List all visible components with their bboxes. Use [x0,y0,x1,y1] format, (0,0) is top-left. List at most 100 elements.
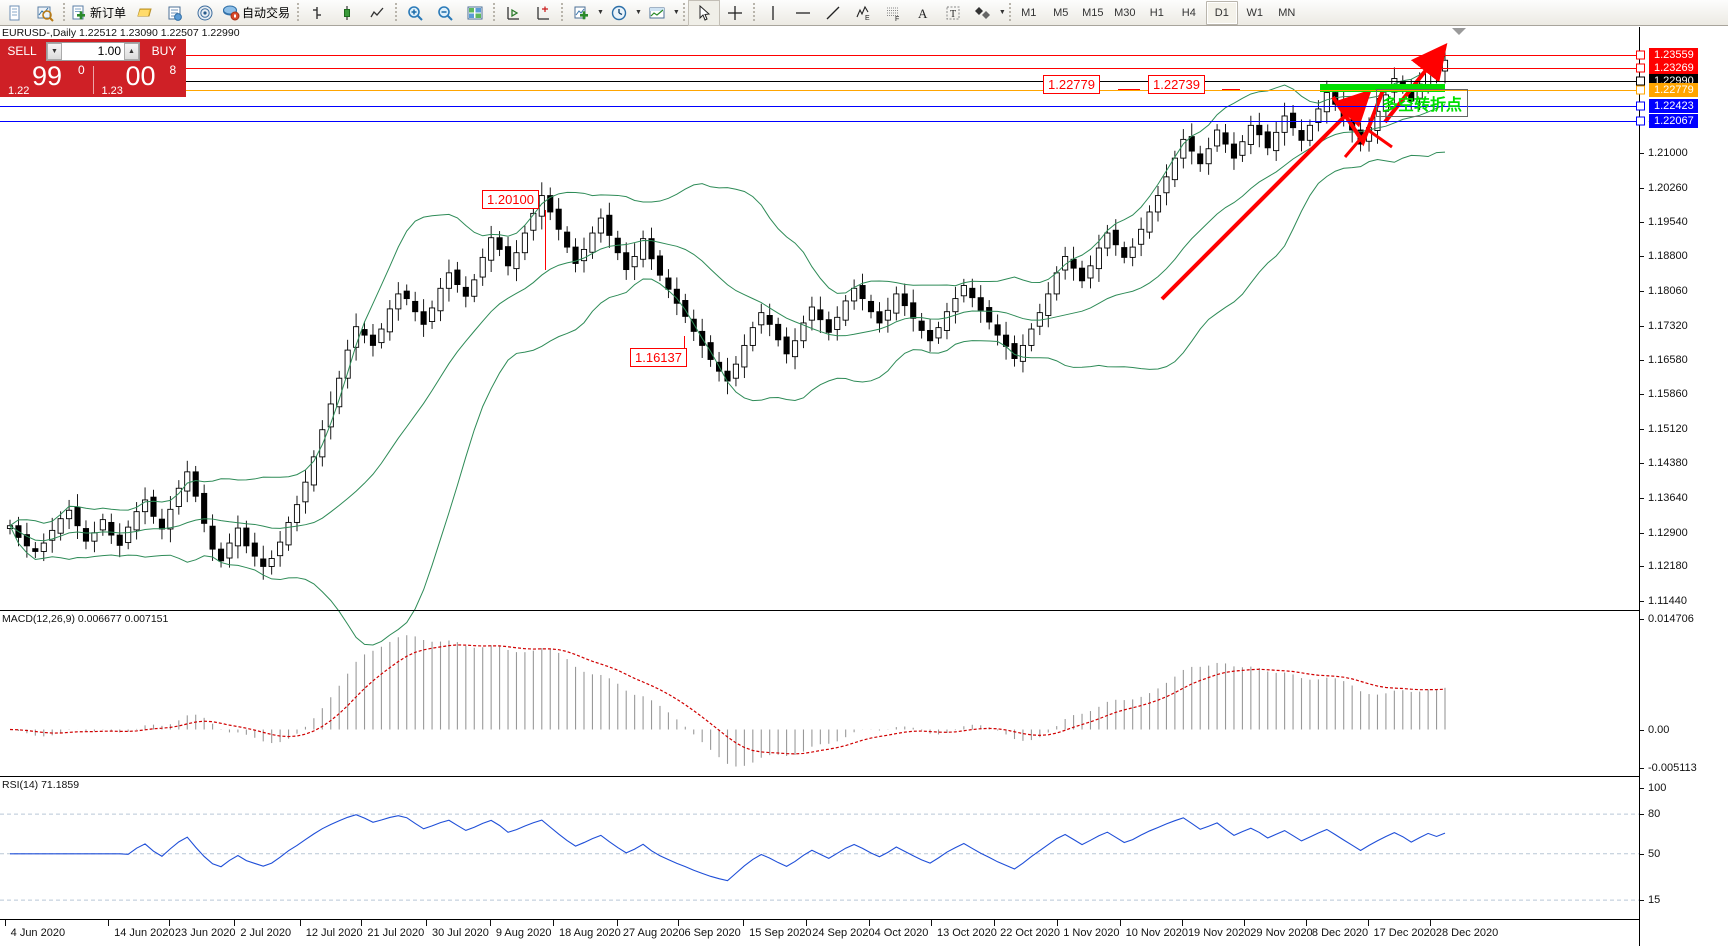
tile-windows-icon[interactable] [460,1,490,25]
folder-icon[interactable] [130,1,160,25]
timeframe-h4[interactable]: H4 [1181,6,1196,19]
timeframe-h1[interactable]: H1 [1149,6,1164,19]
svg-text:E: E [865,15,870,22]
rsi-canvas [0,813,1640,901]
cursor-arrow-icon[interactable] [687,0,720,26]
macd-pane[interactable]: MACD(12,26,9) 0.006677 0.007151 [0,610,1640,777]
sell-price[interactable]: 1.22 99 0 [0,61,93,97]
level-123269-line[interactable] [0,68,1640,69]
level-122990-handle[interactable] [1636,76,1645,86]
price-label-122779[interactable]: 1.22779 [1043,75,1100,94]
price-tick: 1.21000 [1640,147,1688,159]
horizontal-line-icon[interactable] [788,1,818,25]
level-122779-line[interactable] [0,90,1640,91]
auto-scroll-icon[interactable] [498,1,528,25]
chevron-down-icon[interactable]: ▼ [634,9,642,16]
template-icon[interactable] [642,1,672,25]
chart-search-icon[interactable] [30,1,60,25]
price-tick: 1.15120 [1640,423,1688,435]
zoom-in-icon[interactable] [400,1,430,25]
time-tick [234,920,236,926]
chevron-down-icon[interactable]: ▼ [998,9,1006,16]
note-turning-point[interactable]: 多空转折点 [1376,89,1469,117]
level-122990-line[interactable] [0,81,1640,82]
volume-input[interactable]: ▼ 1.00 ▲ [46,41,140,61]
shapes-icon[interactable] [968,1,998,25]
rsi-pane[interactable]: RSI(14) 71.1859 [0,776,1640,921]
level-123269-handle[interactable] [1636,63,1645,73]
text-icon[interactable]: A [908,1,938,25]
chevron-down-icon[interactable]: ▼ [597,9,604,16]
price-label-122739[interactable]: 1.22739 [1148,75,1205,94]
svg-text:T: T [950,9,956,20]
time-tick [299,920,301,926]
chart-shift-marker[interactable] [1452,28,1466,35]
trendline-icon[interactable] [818,1,848,25]
timeframe-mn[interactable]: MN [1278,6,1296,19]
level-122067-line[interactable] [0,121,1640,122]
toolbar-separator [1008,2,1011,23]
chart-shift-icon[interactable] [528,1,558,25]
level-123559-handle[interactable] [1636,50,1645,60]
level-122423-handle[interactable] [1636,101,1645,111]
bar-chart-icon[interactable] [302,1,332,25]
candlestick-chart-icon[interactable] [332,1,362,25]
line-chart-icon[interactable] [362,1,392,25]
price-tick: 1.20260 [1640,182,1688,194]
time-tick [616,920,618,926]
one-click-trading-panel[interactable]: SELL ▼ 1.00 ▲ BUY 1.22 99 0 1.23 00 8 [0,39,186,97]
price-tick: 1.19540 [1640,216,1688,228]
price-label-116137[interactable]: 1.16137 [630,348,687,367]
volume-dropdown-icon[interactable]: ▼ [47,42,62,60]
svg-text:F: F [895,16,899,23]
signal-icon[interactable] [190,1,220,25]
toolbar-separator [297,2,300,23]
level-122067-label: 1.22067 [1649,114,1698,128]
elliott-wave-icon[interactable]: E [848,1,878,25]
price-tick: 1.17320 [1640,320,1688,332]
price-axis[interactable]: 1.217401.210001.202601.195401.188001.180… [1639,27,1728,946]
svg-text:A: A [918,6,928,21]
text-label-icon[interactable]: T [938,1,968,25]
time-label: 17 Dec 2020 [1373,927,1436,939]
toolbar-separator [561,2,564,23]
timeframe-w1[interactable]: W1 [1246,6,1264,19]
time-tick [489,920,491,926]
crosshair-icon[interactable] [720,1,750,25]
timeframe-m5[interactable]: M5 [1053,6,1069,19]
time-label: 21 Jul 2020 [367,927,425,939]
timeframe-m30[interactable]: M30 [1114,6,1136,19]
level-122423-line[interactable] [0,106,1640,107]
time-label: 29 Nov 2020 [1250,927,1313,939]
news-icon[interactable] [160,1,190,25]
timeframe-m15[interactable]: M15 [1082,6,1104,19]
autotrade-icon [222,4,240,22]
volume-value[interactable]: 1.00 [97,44,121,58]
sell-button[interactable]: SELL [7,44,37,58]
main-toolbar: 新订单 自动交易 ▼ [0,0,1728,26]
buy-price[interactable]: 1.23 00 8 [94,61,187,97]
time-label: 24 Sep 2020 [812,927,875,939]
period-clock-icon[interactable] [604,1,634,25]
volume-increment-icon[interactable]: ▲ [124,42,139,60]
chart-area[interactable]: EURUSD-,Daily 1.22512 1.23090 1.22507 1.… [0,27,1728,946]
buy-button[interactable]: BUY [151,44,177,58]
level-123559-line[interactable] [0,55,1640,56]
document-icon[interactable] [0,1,30,25]
level-122779-label: 1.22779 [1649,83,1698,97]
price-tick: 1.12180 [1640,560,1688,572]
buy-price-int: 1.23 [101,85,123,97]
add-indicator-icon[interactable] [566,1,596,25]
zoom-out-icon[interactable] [430,1,460,25]
level-122779-handle[interactable] [1636,85,1645,95]
new-order-button[interactable]: 新订单 [68,1,130,25]
autotrade-button[interactable]: 自动交易 [220,1,294,25]
fibonacci-icon[interactable]: F [878,1,908,25]
timeframe-m1[interactable]: M1 [1021,6,1037,19]
timeframe-d1[interactable]: D1 [1205,0,1238,25]
chevron-down-icon[interactable]: ▼ [672,9,680,16]
time-axis[interactable]: 4 Jun 2020 14 Jun 2020 23 Jun 2020 2 Jul 20… [0,919,1640,946]
level-122067-handle[interactable] [1636,116,1645,126]
price-label-120100[interactable]: 1.20100 [482,190,539,209]
vertical-line-icon[interactable] [758,1,788,25]
